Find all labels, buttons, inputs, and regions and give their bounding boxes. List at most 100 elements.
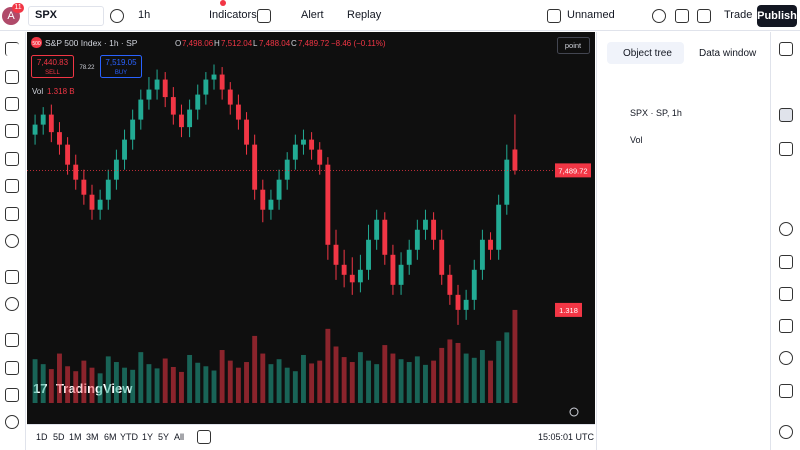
- tool-icon[interactable]: [5, 70, 19, 84]
- candle-body: [65, 144, 71, 165]
- strip-icon[interactable]: [779, 255, 793, 269]
- sell-label[interactable]: SELL: [45, 70, 60, 76]
- candle-body: [284, 159, 290, 180]
- tool-icon[interactable]: [5, 207, 19, 221]
- symbol-search[interactable]: [28, 6, 104, 26]
- volume-bar: [260, 353, 266, 403]
- tool-icon[interactable]: [5, 179, 19, 193]
- panel-tab[interactable]: Data window: [699, 48, 757, 59]
- candle-body: [252, 144, 258, 190]
- tool-icon[interactable]: [5, 152, 19, 166]
- timeframe[interactable]: 3M: [86, 432, 99, 442]
- candle-body: [105, 179, 111, 200]
- candle-body: [276, 179, 282, 200]
- candle-body: [349, 274, 355, 283]
- snapshot-icon[interactable]: [697, 9, 711, 23]
- strip-icon[interactable]: [779, 425, 793, 439]
- volume-bar: [73, 371, 79, 403]
- timeframe[interactable]: 1M: [69, 432, 82, 442]
- candle-body: [97, 199, 103, 210]
- candle-body: [244, 119, 249, 145]
- timeframe[interactable]: 5Y: [158, 432, 170, 442]
- l-label: L: [253, 39, 258, 48]
- candle-body: [398, 264, 404, 285]
- timeframe[interactable]: 1D: [36, 432, 48, 442]
- candle-body: [48, 114, 54, 133]
- volume-bar: [162, 358, 168, 403]
- volume-bar: [187, 354, 193, 403]
- strip-icon[interactable]: [779, 384, 793, 398]
- buy-label[interactable]: BUY: [115, 70, 127, 76]
- scale-mode-button[interactable]: [557, 37, 590, 54]
- settings-icon[interactable]: [652, 9, 666, 23]
- tool-icon[interactable]: [5, 42, 19, 56]
- candle-body: [170, 97, 176, 115]
- timeframe[interactable]: 6M: [104, 432, 117, 442]
- clock: 15:05:01 UTC: [538, 432, 595, 442]
- replay-button[interactable]: Replay: [347, 9, 382, 21]
- alert-button[interactable]: Alert: [301, 9, 324, 21]
- candle-body: [301, 139, 306, 145]
- tool-icon[interactable]: [5, 415, 19, 429]
- tool-icon[interactable]: [5, 297, 19, 311]
- tool-icon[interactable]: [5, 270, 19, 284]
- tool-icon[interactable]: [5, 333, 19, 347]
- interval[interactable]: 1h: [138, 9, 151, 21]
- add-symbol-icon[interactable]: [110, 9, 124, 23]
- trade-button[interactable]: Trade: [724, 9, 753, 21]
- candle-body: [512, 149, 518, 171]
- indicators-button[interactable]: Indicators: [209, 9, 257, 21]
- strip-icon[interactable]: [779, 222, 793, 236]
- legend-title: S&P 500 Index · 1h · SP: [45, 38, 138, 48]
- tool-icon[interactable]: [5, 361, 19, 375]
- symbol[interactable]: SPX: [35, 9, 58, 21]
- scale-mode[interactable]: point: [565, 41, 582, 50]
- strip-icon[interactable]: [779, 142, 793, 156]
- candle-body: [235, 104, 241, 120]
- candle-body: [390, 254, 396, 285]
- volume-bar: [309, 363, 315, 403]
- tool-icon[interactable]: [5, 388, 19, 402]
- o-value: 7,498.06: [182, 39, 214, 48]
- tree-item[interactable]: SPX · SP, 1h: [630, 108, 682, 118]
- date-range-icon[interactable]: [197, 430, 211, 444]
- publish-button[interactable]: Publish: [757, 5, 797, 27]
- candle-body: [374, 219, 380, 240]
- buy-price[interactable]: 7,519.05: [105, 58, 137, 67]
- sell-button[interactable]: [31, 55, 74, 78]
- tab-selected[interactable]: [607, 42, 684, 64]
- timeframe[interactable]: All: [174, 432, 185, 442]
- strip-icon[interactable]: [779, 351, 793, 365]
- tree-item[interactable]: Vol: [630, 135, 643, 145]
- bottom-bar: [27, 424, 595, 450]
- timeframe[interactable]: 1Y: [142, 432, 154, 442]
- candle-body: [341, 264, 347, 275]
- panel-tab[interactable]: Object tree: [623, 48, 672, 59]
- candle-body: [57, 132, 62, 145]
- volume-bar: [122, 367, 127, 403]
- tool-icon[interactable]: [5, 124, 19, 138]
- volume-bar: [113, 362, 119, 403]
- strip-icon[interactable]: [779, 108, 793, 122]
- layouts-icon[interactable]: [257, 9, 271, 23]
- tool-icon[interactable]: [5, 234, 19, 248]
- candle-body: [414, 229, 420, 250]
- layout-name[interactable]: Unnamed: [567, 9, 615, 21]
- strip-icon[interactable]: [779, 319, 793, 333]
- layout-checkbox[interactable]: [547, 9, 561, 23]
- buy-button[interactable]: [100, 55, 142, 78]
- strip-icon[interactable]: [779, 287, 793, 301]
- vol-label: Vol: [32, 87, 43, 96]
- volume-bar: [414, 356, 420, 403]
- tool-icon[interactable]: [5, 97, 19, 111]
- fullscreen-icon[interactable]: [675, 9, 689, 23]
- strip-icon[interactable]: [779, 42, 793, 56]
- timeframe[interactable]: YTD: [120, 432, 138, 442]
- candle-body: [187, 109, 193, 128]
- sell-price[interactable]: 7,440.83: [37, 58, 69, 67]
- o-label: O: [175, 39, 181, 48]
- candle-body: [488, 239, 493, 250]
- top-bar: [0, 0, 800, 31]
- settings-dot[interactable]: [569, 407, 579, 417]
- timeframe[interactable]: 5D: [53, 432, 65, 442]
